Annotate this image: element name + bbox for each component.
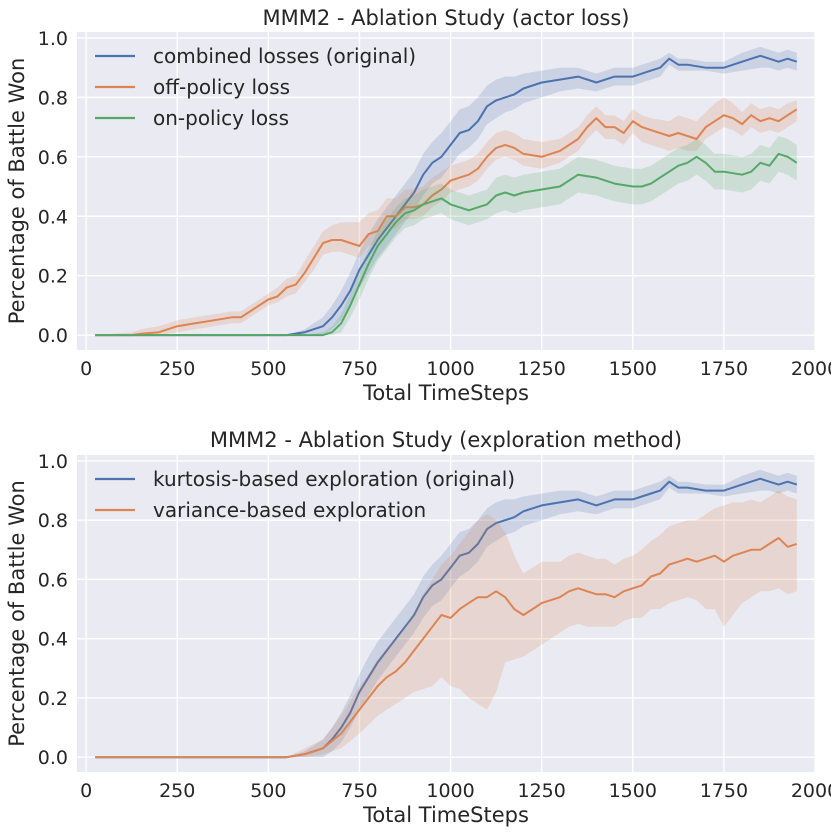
x-axis-label: Total TimeSteps bbox=[362, 381, 529, 405]
series-off-policy-loss bbox=[95, 97, 798, 337]
y-tick-label: 1.0 bbox=[38, 28, 68, 50]
x-tick-label: 500 bbox=[250, 358, 286, 380]
y-tick-label: 0.4 bbox=[38, 629, 68, 651]
y-tick-label: 0.0 bbox=[38, 747, 68, 769]
chart-title: MMM2 - Ablation Study (actor loss) bbox=[262, 6, 629, 30]
x-tick-label: 1500 bbox=[609, 780, 657, 802]
y-tick-label: 0.6 bbox=[38, 147, 68, 169]
legend: combined losses (original) off-policy los… bbox=[95, 44, 416, 130]
series-combined-losses-original- bbox=[95, 46, 798, 337]
actor-loss-chart: 0250500750100012501500175020000.00.20.40… bbox=[5, 6, 831, 405]
series-line bbox=[95, 108, 798, 337]
series-line bbox=[95, 477, 798, 759]
legend-label: kurtosis-based exploration (original) bbox=[153, 467, 515, 491]
y-tick-label: 0.6 bbox=[38, 569, 68, 591]
x-tick-label: 1000 bbox=[426, 780, 474, 802]
x-tick-label: 500 bbox=[250, 780, 286, 802]
legend-label: off-policy loss bbox=[153, 75, 290, 99]
exploration-method-chart: 0250500750100012501500175020000.00.20.40… bbox=[5, 428, 831, 827]
confidence-band bbox=[95, 490, 797, 758]
series-line bbox=[95, 54, 798, 337]
series-variance-based-exploration bbox=[95, 490, 798, 759]
confidence-band bbox=[95, 97, 797, 336]
x-tick-label: 750 bbox=[341, 358, 377, 380]
y-tick-label: 0.2 bbox=[38, 688, 68, 710]
x-tick-label: 1000 bbox=[426, 358, 474, 380]
y-tick-labels: 0.0 0.2 0.4 0.6 0.8 1.0 bbox=[38, 451, 68, 769]
x-tick-label: 250 bbox=[159, 780, 195, 802]
legend-label: variance-based exploration bbox=[153, 498, 426, 522]
x-tick-label: 1250 bbox=[517, 358, 565, 380]
x-tick-label: 750 bbox=[341, 780, 377, 802]
y-tick-label: 1.0 bbox=[38, 451, 68, 473]
legend: kurtosis-based exploration (original) var… bbox=[95, 467, 515, 522]
x-tick-label: 1250 bbox=[517, 780, 565, 802]
x-tick-label: 1500 bbox=[609, 358, 657, 380]
y-axis-label: Percentage of Battle Won bbox=[5, 480, 29, 747]
series-on-policy-loss bbox=[95, 136, 798, 337]
y-tick-label: 0.8 bbox=[38, 87, 68, 109]
plot-area bbox=[77, 455, 815, 772]
series-line bbox=[95, 152, 798, 337]
series-line bbox=[95, 537, 798, 759]
legend-label: combined losses (original) bbox=[153, 44, 416, 68]
chart-title: MMM2 - Ablation Study (exploration metho… bbox=[210, 428, 682, 452]
legend-label: on-policy loss bbox=[153, 106, 289, 130]
x-tick-label: 0 bbox=[80, 358, 92, 380]
y-axis-label: Percentage of Battle Won bbox=[5, 58, 29, 325]
plot-area bbox=[77, 32, 815, 350]
y-tick-label: 0.0 bbox=[38, 325, 68, 347]
x-axis-label: Total TimeSteps bbox=[362, 803, 529, 827]
grid bbox=[77, 32, 816, 350]
x-tick-label: 1750 bbox=[700, 780, 748, 802]
confidence-band bbox=[95, 136, 797, 336]
y-tick-labels: 0.0 0.2 0.4 0.6 0.8 1.0 bbox=[38, 28, 68, 347]
series-kurtosis-based-exploration-original- bbox=[95, 469, 798, 759]
y-tick-label: 0.4 bbox=[38, 206, 68, 228]
x-tick-label: 0 bbox=[80, 780, 92, 802]
y-tick-label: 0.2 bbox=[38, 266, 68, 288]
x-tick-label: 1750 bbox=[700, 358, 748, 380]
x-tick-label: 250 bbox=[159, 358, 195, 380]
y-tick-label: 0.8 bbox=[38, 510, 68, 532]
